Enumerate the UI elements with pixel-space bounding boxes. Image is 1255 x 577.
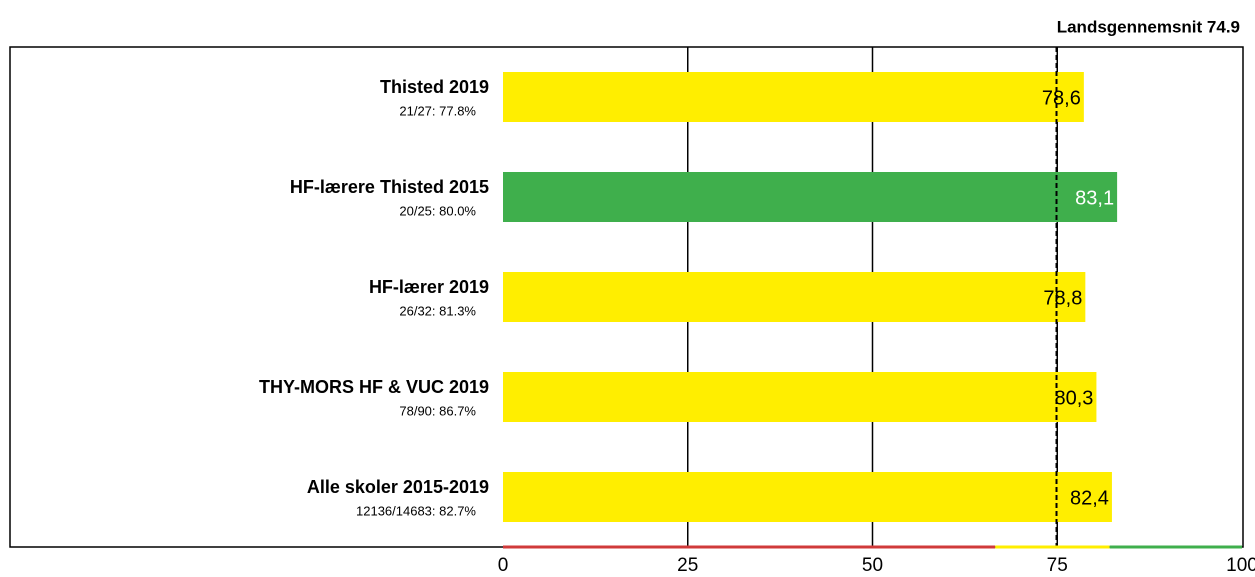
bar bbox=[503, 172, 1118, 222]
value-label: 78,6 bbox=[1042, 87, 1081, 109]
value-label: 78,8 bbox=[1043, 287, 1082, 309]
sub-label: 20/25: 80.0% bbox=[399, 203, 476, 218]
category-label: Alle skoler 2015-2019 bbox=[307, 477, 489, 497]
category-label: HF-lærere Thisted 2015 bbox=[290, 177, 489, 197]
x-tick-label: 50 bbox=[862, 555, 883, 576]
sub-label: 26/32: 81.3% bbox=[399, 303, 476, 318]
bar bbox=[503, 72, 1084, 122]
x-tick-label: 100 bbox=[1226, 555, 1255, 576]
sub-label: 21/27: 77.8% bbox=[399, 103, 476, 118]
value-label: 83,1 bbox=[1075, 187, 1114, 209]
bar bbox=[503, 372, 1097, 422]
bar bbox=[503, 472, 1112, 522]
x-tick-label: 25 bbox=[677, 555, 698, 576]
category-label: HF-lærer 2019 bbox=[369, 277, 489, 297]
value-label: 82,4 bbox=[1070, 487, 1109, 509]
x-tick-label: 75 bbox=[1047, 555, 1068, 576]
bar bbox=[503, 272, 1086, 322]
category-label: THY-MORS HF & VUC 2019 bbox=[259, 377, 489, 397]
sub-label: 12136/14683: 82.7% bbox=[356, 503, 476, 518]
category-label: Thisted 2019 bbox=[380, 77, 489, 97]
x-tick-label: 0 bbox=[498, 555, 509, 576]
sub-label: 78/90: 86.7% bbox=[399, 403, 476, 418]
value-label: 80,3 bbox=[1054, 387, 1093, 409]
chart-title: Landsgennemsnit 74.9 bbox=[1057, 17, 1240, 36]
